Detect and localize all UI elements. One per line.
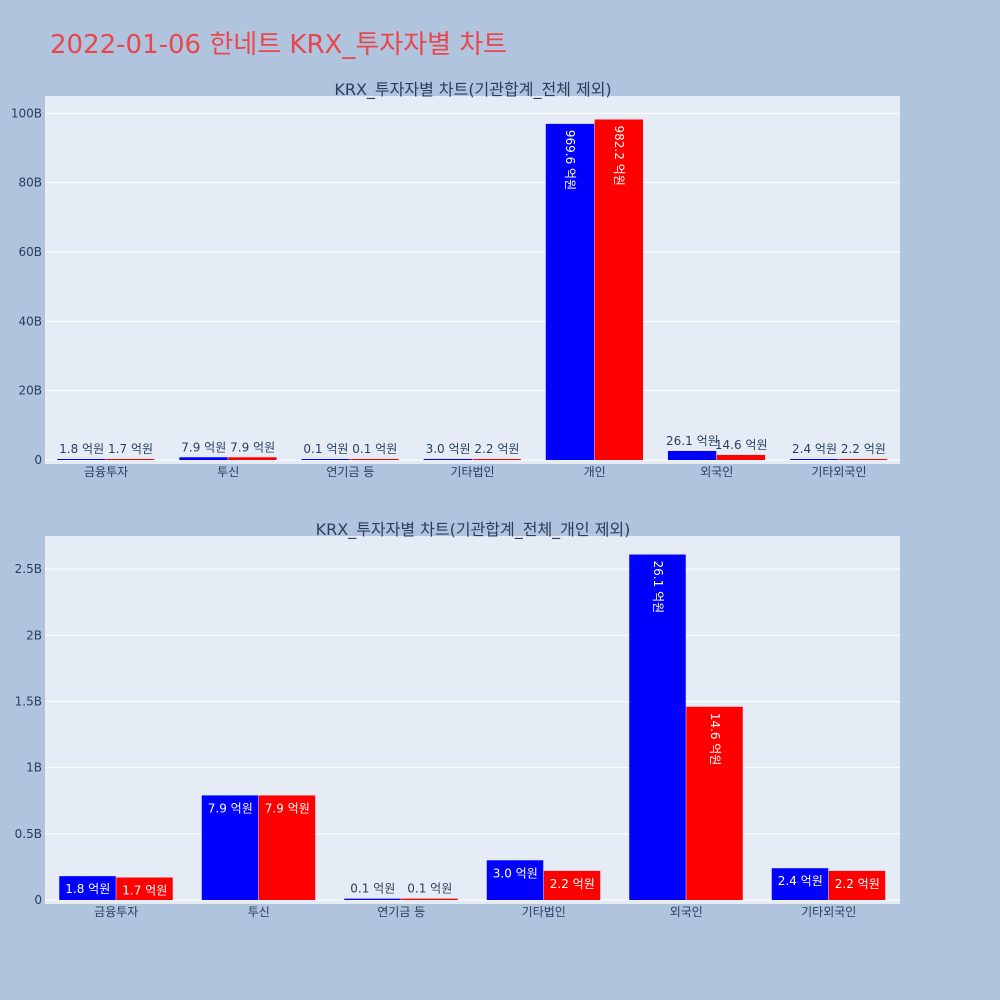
- bar: [771, 868, 829, 900]
- y-tick-label: 100B: [11, 106, 42, 120]
- data-label: 0.1 억원: [407, 882, 452, 896]
- bar: [486, 860, 544, 900]
- data-label: 2.2 억원: [474, 442, 519, 456]
- data-label: 26.1 억원: [651, 561, 665, 614]
- bar: [344, 898, 401, 900]
- data-label: 2.4 억원: [792, 442, 837, 456]
- data-label: 1.7 억원: [108, 442, 153, 456]
- data-label: 7.9 억원: [230, 440, 275, 454]
- x-tick-label: 연기금 등: [377, 905, 425, 919]
- data-label: 7.9 억원: [181, 440, 226, 454]
- bar: [629, 554, 686, 900]
- data-label: 14.6 억원: [715, 438, 768, 452]
- data-label: 0.1 억원: [303, 442, 348, 456]
- y-tick-label: 0.5B: [15, 827, 42, 841]
- y-tick-label: 40B: [18, 314, 42, 328]
- bar: [828, 870, 886, 900]
- data-label: 3.0 억원: [426, 442, 471, 456]
- y-tick-label: 80B: [18, 176, 42, 190]
- chart-1-title: KRX_투자자별 차트(기관합계_전체 제외): [334, 80, 611, 100]
- x-tick-label: 기타외국인: [801, 905, 856, 919]
- x-tick-label: 개인: [584, 465, 606, 479]
- bar: [790, 459, 839, 460]
- y-tick-label: 0: [34, 453, 42, 467]
- bar: [57, 459, 106, 460]
- y-tick-label: 2B: [26, 628, 42, 642]
- data-label: 1.8 억원: [59, 442, 104, 456]
- bar: [423, 458, 472, 460]
- data-label: 2.4 억원: [778, 874, 823, 888]
- page-title: 2022-01-06 한네트 KRX_투자자별 차트: [50, 30, 508, 60]
- data-label: 969.6 억원: [563, 130, 577, 190]
- bar: [201, 795, 259, 900]
- bar: [545, 123, 595, 460]
- bar: [667, 450, 717, 460]
- bar: [228, 457, 277, 460]
- x-tick-label: 기타외국인: [811, 465, 866, 479]
- y-tick-label: 60B: [18, 245, 42, 259]
- y-tick-label: 20B: [18, 384, 42, 398]
- plot-area-2: [45, 536, 900, 904]
- x-tick-label: 기타법인: [522, 905, 566, 919]
- y-tick-label: 2.5B: [15, 562, 42, 576]
- x-tick-label: 투신: [248, 905, 270, 919]
- x-tick-label: 연기금 등: [326, 465, 374, 479]
- bar: [472, 459, 521, 460]
- bar: [179, 457, 228, 460]
- data-label: 7.9 억원: [265, 801, 310, 815]
- x-tick-label: 외국인: [670, 905, 703, 919]
- bar: [106, 459, 155, 460]
- data-label: 1.7 억원: [122, 883, 167, 897]
- x-tick-label: 금융투자: [94, 905, 138, 919]
- data-label: 14.6 억원: [708, 713, 722, 766]
- bar: [543, 870, 601, 900]
- bar: [116, 877, 173, 900]
- bar: [686, 706, 743, 900]
- bar: [594, 119, 643, 460]
- x-tick-label: 외국인: [700, 465, 733, 479]
- bar: [258, 795, 316, 900]
- y-tick-label: 1B: [26, 761, 42, 775]
- bar: [401, 898, 458, 900]
- data-label: 3.0 억원: [493, 866, 538, 880]
- data-label: 2.2 억원: [841, 442, 886, 456]
- data-label: 7.9 억원: [208, 801, 253, 815]
- x-tick-label: 기타법인: [450, 465, 494, 479]
- chart-2-title: KRX_투자자별 차트(기관합계_전체_개인 제외): [316, 520, 631, 540]
- data-label: 2.2 억원: [835, 877, 880, 891]
- data-label: 1.8 억원: [65, 882, 110, 896]
- data-label: 0.1 억원: [352, 442, 397, 456]
- bar: [350, 459, 399, 460]
- bar: [838, 459, 888, 460]
- data-label: 0.1 억원: [350, 882, 395, 896]
- bar: [301, 459, 350, 460]
- data-label: 982.2 억원: [612, 126, 626, 186]
- y-tick-label: 1.5B: [15, 694, 42, 708]
- data-label: 26.1 억원: [666, 434, 719, 448]
- plot-area-1: [45, 96, 900, 464]
- bar: [59, 876, 116, 900]
- y-tick-label: 0: [34, 893, 42, 907]
- x-tick-label: 투신: [217, 465, 239, 479]
- data-label: 2.2 억원: [550, 877, 595, 891]
- bar: [716, 454, 766, 460]
- x-tick-label: 금융투자: [84, 465, 128, 479]
